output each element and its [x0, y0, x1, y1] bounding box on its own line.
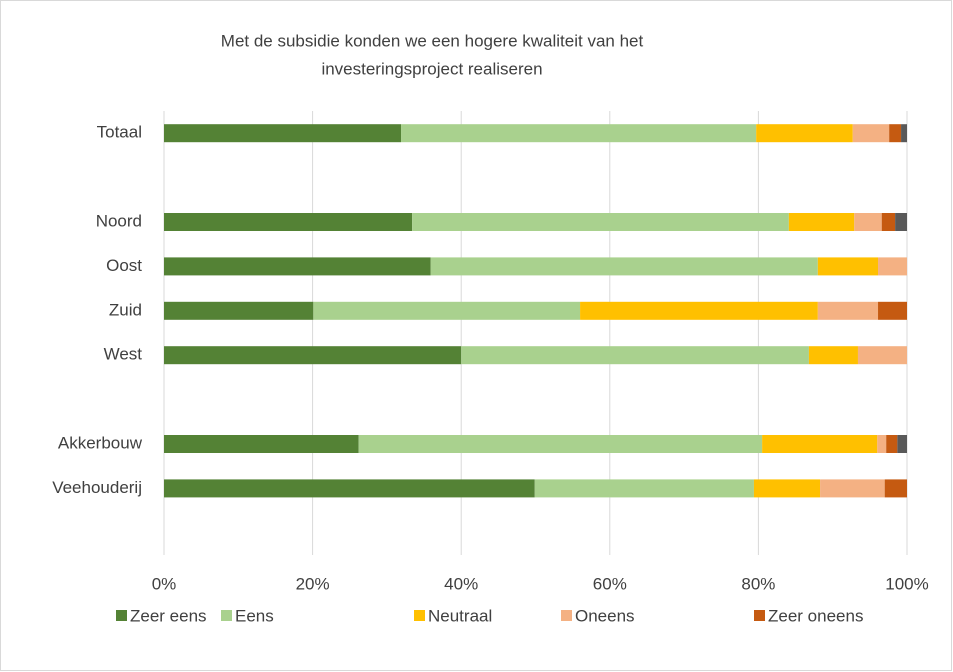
- bar-segment: [313, 301, 581, 320]
- bar-segment: [854, 213, 882, 231]
- legend-swatch: [116, 610, 127, 621]
- legend-label: Eens: [235, 606, 274, 625]
- bar-segment: [164, 435, 359, 453]
- bar-segment: [164, 346, 462, 365]
- bar-segment: [877, 435, 887, 453]
- bar-segment: [817, 301, 879, 320]
- bar-segment: [878, 257, 907, 276]
- bar-segment: [164, 124, 402, 143]
- x-tick-label: 40%: [444, 574, 478, 593]
- bar-segment: [164, 257, 431, 276]
- bar-segment: [401, 124, 757, 143]
- x-tick-label: 0%: [152, 574, 177, 593]
- x-tick-label: 60%: [593, 574, 627, 593]
- x-tick-label: 20%: [296, 574, 330, 593]
- bar-segment: [788, 213, 855, 231]
- y-tick-label: Zuid: [109, 300, 142, 319]
- bar-segment: [534, 479, 754, 498]
- bar-segment: [820, 479, 885, 498]
- bar-segment: [881, 213, 896, 231]
- bar-segment: [412, 213, 789, 231]
- bar-segment: [817, 257, 879, 276]
- bar-segment: [358, 435, 763, 453]
- bar-segment: [897, 435, 907, 453]
- legend-swatch: [754, 610, 765, 621]
- bar-segment: [461, 346, 809, 365]
- legend-label: Oneens: [575, 606, 635, 625]
- x-tick-label: 80%: [741, 574, 775, 593]
- bar-segment: [580, 301, 818, 320]
- legend-label: Zeer oneens: [768, 606, 863, 625]
- chart-title: investeringsproject realiseren: [321, 59, 542, 78]
- bar-segment: [756, 124, 853, 143]
- bar-segment: [884, 479, 907, 498]
- bar-segment: [852, 124, 890, 143]
- bar-segment: [878, 301, 907, 320]
- bar-segment: [901, 124, 907, 143]
- y-tick-label: Akkerbouw: [58, 433, 143, 452]
- x-tick-label: 100%: [885, 574, 928, 593]
- legend-label: Zeer eens: [130, 606, 207, 625]
- y-tick-label: Noord: [96, 211, 142, 230]
- y-tick-label: Veehouderij: [52, 478, 142, 497]
- bar-segment: [889, 124, 902, 143]
- bar-segment: [762, 435, 878, 453]
- legend-label: Neutraal: [428, 606, 492, 625]
- bar-segment: [886, 435, 898, 453]
- bar-segment: [164, 479, 535, 498]
- legend-swatch: [561, 610, 572, 621]
- y-tick-label: West: [104, 345, 143, 364]
- bar-segment: [430, 257, 818, 276]
- y-tick-label: Totaal: [97, 123, 142, 142]
- bar-segment: [164, 213, 413, 231]
- bar-segment: [895, 213, 907, 231]
- chart-title: Met de subsidie konden we een hogere kwa…: [221, 31, 644, 50]
- legend-swatch: [221, 610, 232, 621]
- bar-segment: [753, 479, 821, 498]
- legend-swatch: [414, 610, 425, 621]
- bar-segment: [808, 346, 858, 365]
- y-tick-label: Oost: [106, 256, 142, 275]
- bar-segment: [164, 301, 314, 320]
- bar-segment: [857, 346, 907, 365]
